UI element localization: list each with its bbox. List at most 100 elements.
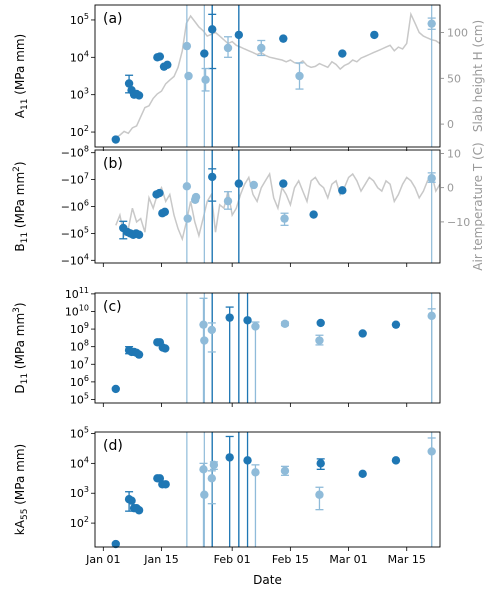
data-point xyxy=(234,30,244,40)
panel-label: (a) xyxy=(103,11,123,27)
data-point xyxy=(124,79,134,88)
y-tick-label: 102 xyxy=(70,124,89,139)
x-tick-label: Jan 01 xyxy=(85,553,120,566)
panel-label: (d) xyxy=(103,438,123,454)
data-point xyxy=(427,19,436,28)
y-tick-label: 109 xyxy=(70,321,89,336)
x-axis-label: Date xyxy=(253,573,282,587)
y-tick-label: 105 xyxy=(70,12,89,27)
panel-label: (b) xyxy=(103,156,123,172)
data-point xyxy=(316,459,325,468)
x-tick-label: Jan 15 xyxy=(143,553,178,566)
data-point xyxy=(295,71,304,81)
data-point xyxy=(111,539,120,549)
y-axis-label: kA55 (MPa mm) xyxy=(13,444,30,535)
data-point xyxy=(134,350,144,359)
y-tick-label: 1010 xyxy=(65,303,89,318)
data-point xyxy=(225,313,234,322)
y-tick-label: −104 xyxy=(61,252,89,267)
data-point xyxy=(223,196,233,206)
data-point xyxy=(200,490,209,499)
data-point xyxy=(251,322,260,331)
data-point xyxy=(182,41,192,51)
y-tick-label: −107 xyxy=(61,172,89,187)
y-tick-label: 1011 xyxy=(65,286,89,301)
data-point xyxy=(427,311,436,321)
right-y-tick-label: 0 xyxy=(447,182,454,195)
y-tick-label: 104 xyxy=(70,49,89,64)
data-point xyxy=(134,91,144,100)
y-axis-label: A11 (MPa mm) xyxy=(13,34,30,118)
data-point xyxy=(155,188,164,198)
data-point xyxy=(358,329,367,338)
data-point xyxy=(161,480,170,489)
right-axis-series-line xyxy=(115,171,441,242)
data-point xyxy=(183,214,192,223)
axes-frame xyxy=(94,292,441,404)
y-tick-label: −106 xyxy=(61,199,89,214)
panel-d: Jan 01 Jan 15 Feb 01 Feb 15 Mar 01 Mar 15 102 1… xyxy=(13,425,441,566)
data-point xyxy=(315,336,324,345)
y-tick-label: 107 xyxy=(70,356,89,371)
data-point xyxy=(243,456,252,465)
x-tick-label: Mar 01 xyxy=(329,553,367,566)
y-tick-label: 104 xyxy=(70,455,89,470)
y-axis-label: B11 (MPa mm2) xyxy=(12,161,30,251)
data-point xyxy=(201,75,210,84)
data-point xyxy=(182,182,192,191)
data-point xyxy=(251,468,260,477)
data-point xyxy=(338,49,347,58)
y-tick-label: 105 xyxy=(70,391,89,406)
data-point xyxy=(208,25,217,34)
data-point xyxy=(199,465,208,474)
right-y-axis-label: Air temperature T (C) xyxy=(471,142,485,270)
right-y-tick-label: −10 xyxy=(447,216,470,229)
y-tick-label: −108 xyxy=(61,145,89,160)
data-point xyxy=(155,52,165,61)
x-tick-label: Feb 01 xyxy=(214,553,251,566)
y-axis-label: D11 (MPa mm3) xyxy=(12,302,30,393)
data-point xyxy=(134,230,144,239)
data-point xyxy=(111,384,120,394)
data-point xyxy=(280,214,289,223)
data-point xyxy=(209,460,219,470)
data-point xyxy=(184,71,193,81)
data-point xyxy=(316,318,325,328)
data-point xyxy=(163,60,172,69)
data-point xyxy=(427,447,436,456)
data-point xyxy=(280,466,290,476)
y-tick-label: 103 xyxy=(70,87,89,102)
data-point xyxy=(280,319,290,328)
y-tick-label: 103 xyxy=(70,485,89,500)
data-point xyxy=(315,490,324,499)
panel-label: (c) xyxy=(103,299,122,315)
data-point xyxy=(279,179,288,188)
data-point xyxy=(243,316,252,325)
data-point xyxy=(208,172,217,182)
data-point xyxy=(161,344,170,353)
y-tick-label: −105 xyxy=(61,225,89,240)
right-y-tick-label: 10 xyxy=(447,147,461,160)
data-point xyxy=(207,325,217,335)
data-point xyxy=(338,186,347,195)
panel-c: 105 106 107 108 109 1010 1011 D11 (MPa mm3) (c) xyxy=(12,286,441,407)
right-y-axis-label: Slab height H (cm) xyxy=(471,20,485,132)
x-tick-label: Feb 15 xyxy=(272,553,309,566)
data-point xyxy=(391,320,401,329)
right-y-tick-label: 0 xyxy=(447,118,454,131)
data-point xyxy=(358,469,367,479)
data-point xyxy=(279,34,288,43)
data-point xyxy=(199,320,208,329)
data-point xyxy=(134,506,144,515)
right-axis-series-line xyxy=(115,11,441,139)
y-tick-label: 105 xyxy=(70,425,89,440)
y-tick-label: 102 xyxy=(70,515,89,530)
data-point xyxy=(111,135,120,144)
data-point xyxy=(391,456,401,465)
y-tick-label: 108 xyxy=(70,339,89,354)
axes-frame xyxy=(94,431,441,548)
panel-a: 102 103 104 105 A11 (MPa mm) 0 50 100 Slab heigh… xyxy=(13,4,485,151)
data-point xyxy=(160,207,170,217)
data-point xyxy=(225,453,234,462)
